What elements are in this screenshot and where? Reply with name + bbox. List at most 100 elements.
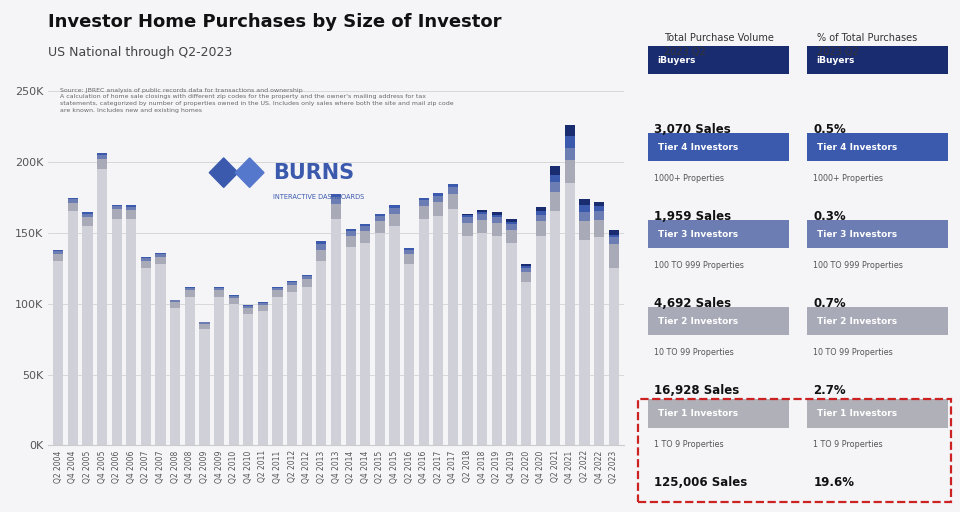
- Bar: [506, 224, 516, 230]
- Bar: [184, 288, 195, 290]
- Bar: [156, 254, 166, 257]
- Bar: [243, 305, 253, 306]
- Bar: [550, 211, 561, 445]
- Text: 10 TO 99 Properties: 10 TO 99 Properties: [655, 348, 734, 357]
- Bar: [243, 313, 253, 445]
- Bar: [594, 202, 604, 206]
- Polygon shape: [209, 158, 238, 187]
- Bar: [564, 183, 575, 445]
- Bar: [447, 187, 458, 195]
- Bar: [521, 267, 531, 272]
- Bar: [447, 195, 458, 209]
- Bar: [346, 247, 356, 445]
- Bar: [273, 290, 282, 296]
- Bar: [53, 251, 63, 254]
- Bar: [170, 308, 180, 445]
- Bar: [243, 308, 253, 313]
- Bar: [463, 223, 472, 236]
- Bar: [331, 219, 341, 445]
- Bar: [346, 228, 356, 230]
- Text: 100 TO 999 Properties: 100 TO 999 Properties: [655, 261, 744, 270]
- Bar: [156, 264, 166, 445]
- Bar: [807, 133, 948, 161]
- Bar: [521, 266, 531, 267]
- Bar: [609, 268, 619, 445]
- Text: 19.6%: 19.6%: [813, 476, 854, 489]
- Bar: [111, 209, 122, 219]
- Text: Tier 3 Investors: Tier 3 Investors: [817, 230, 897, 239]
- Text: Total Purchase Volume
2023 Q2: Total Purchase Volume 2023 Q2: [664, 33, 774, 57]
- Bar: [184, 296, 195, 445]
- Bar: [648, 46, 789, 74]
- Bar: [111, 205, 122, 206]
- Text: 1 TO 9 Properties: 1 TO 9 Properties: [813, 440, 883, 450]
- Bar: [390, 205, 399, 208]
- Bar: [419, 219, 429, 445]
- Bar: [521, 264, 531, 266]
- Text: 1000+ Properties: 1000+ Properties: [813, 174, 883, 183]
- Bar: [214, 287, 225, 288]
- Text: US National through Q2-2023: US National through Q2-2023: [48, 46, 232, 59]
- Bar: [807, 399, 948, 428]
- Bar: [506, 222, 516, 224]
- Text: 2.7%: 2.7%: [813, 384, 846, 397]
- Bar: [492, 217, 502, 223]
- Bar: [550, 166, 561, 175]
- Bar: [536, 236, 546, 445]
- Bar: [536, 215, 546, 221]
- Bar: [156, 257, 166, 264]
- Bar: [346, 230, 356, 236]
- Bar: [390, 226, 399, 445]
- Bar: [594, 206, 604, 211]
- Bar: [68, 203, 78, 211]
- Text: 10 TO 99 Properties: 10 TO 99 Properties: [813, 348, 893, 357]
- Bar: [111, 219, 122, 445]
- Bar: [214, 290, 225, 296]
- Bar: [580, 240, 589, 445]
- Bar: [580, 212, 589, 221]
- Bar: [477, 233, 488, 445]
- Bar: [580, 205, 589, 212]
- Bar: [301, 287, 312, 445]
- Bar: [258, 305, 268, 311]
- Text: 4,692 Sales: 4,692 Sales: [655, 297, 732, 310]
- Text: 125,006 Sales: 125,006 Sales: [655, 476, 748, 489]
- Bar: [141, 261, 151, 268]
- Bar: [477, 215, 488, 220]
- Bar: [807, 46, 948, 74]
- Bar: [506, 219, 516, 222]
- Bar: [331, 197, 341, 204]
- Bar: [477, 210, 488, 212]
- Text: 0.5%: 0.5%: [813, 123, 846, 136]
- Bar: [228, 298, 239, 304]
- Bar: [141, 268, 151, 445]
- Bar: [316, 244, 326, 250]
- Text: 0.7%: 0.7%: [813, 297, 846, 310]
- Bar: [316, 250, 326, 261]
- Bar: [521, 272, 531, 283]
- Bar: [97, 154, 108, 155]
- Bar: [126, 205, 136, 206]
- Bar: [273, 287, 282, 288]
- Bar: [83, 214, 92, 217]
- Bar: [594, 220, 604, 237]
- Bar: [126, 210, 136, 219]
- Bar: [97, 155, 108, 159]
- Bar: [214, 296, 225, 445]
- Bar: [53, 254, 63, 261]
- Bar: [156, 253, 166, 254]
- Bar: [807, 307, 948, 335]
- Bar: [141, 258, 151, 261]
- Bar: [200, 324, 209, 329]
- Bar: [536, 221, 546, 236]
- Text: 1 TO 9 Properties: 1 TO 9 Properties: [655, 440, 724, 450]
- Bar: [506, 243, 516, 445]
- Bar: [68, 200, 78, 203]
- Bar: [200, 329, 209, 445]
- Bar: [390, 214, 399, 226]
- Bar: [316, 241, 326, 244]
- Bar: [228, 295, 239, 296]
- Bar: [258, 303, 268, 305]
- Text: Tier 1 Investors: Tier 1 Investors: [658, 409, 738, 418]
- Bar: [287, 282, 298, 283]
